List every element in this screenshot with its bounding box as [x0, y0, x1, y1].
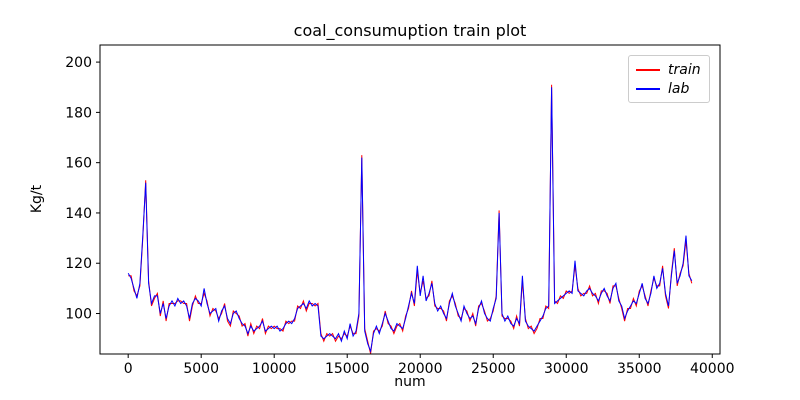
- legend: train lab: [628, 55, 710, 103]
- y-tick-label: 100: [65, 307, 92, 323]
- lab-line-swatch: [636, 87, 660, 90]
- series-line-train: [128, 84, 693, 354]
- legend-label-train: train: [668, 62, 701, 79]
- y-tick-label: 200: [65, 55, 92, 71]
- x-tick-label: 15000: [325, 361, 370, 377]
- series-line-lab: [127, 87, 693, 354]
- x-tick-label: 40000: [690, 361, 735, 377]
- y-tick-label: 180: [65, 105, 92, 121]
- axes-frame: [99, 44, 721, 355]
- legend-item-train: train: [636, 61, 702, 79]
- train-line-swatch: [636, 69, 660, 72]
- legend-label-lab: lab: [668, 80, 690, 97]
- x-tick-label: 10000: [252, 361, 297, 377]
- chart-title: coal_consumuption train plot: [293, 21, 527, 40]
- x-tick-label: 30000: [544, 361, 589, 377]
- x-tick-label: 0: [124, 361, 133, 377]
- y-axis-label: Kg/t: [29, 184, 45, 214]
- x-tick-label: 35000: [617, 361, 662, 377]
- y-tick-label: 140: [65, 206, 92, 222]
- x-tick-label: 25000: [471, 361, 516, 377]
- y-tick-label: 160: [65, 156, 92, 172]
- x-tick-label: 20000: [398, 361, 443, 377]
- x-axis-label: num: [394, 374, 426, 390]
- y-tick-label: 120: [65, 256, 92, 272]
- legend-item-lab: lab: [636, 80, 702, 98]
- x-tick-label: 5000: [183, 361, 219, 377]
